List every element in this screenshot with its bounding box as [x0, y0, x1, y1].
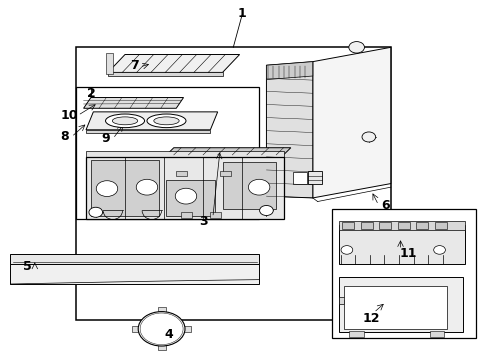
Bar	[158, 307, 165, 313]
Polygon shape	[338, 297, 351, 304]
Ellipse shape	[105, 114, 144, 128]
Text: 12: 12	[362, 311, 379, 325]
Polygon shape	[86, 157, 283, 220]
Bar	[397, 222, 409, 229]
Polygon shape	[108, 54, 239, 72]
Bar	[222, 162, 276, 209]
Bar	[183, 326, 190, 332]
Polygon shape	[105, 53, 113, 74]
Polygon shape	[10, 264, 259, 284]
Circle shape	[138, 312, 184, 346]
Text: 7: 7	[130, 59, 139, 72]
Circle shape	[340, 246, 352, 254]
Bar	[348, 331, 363, 337]
Bar	[166, 180, 215, 216]
Circle shape	[175, 188, 196, 204]
Polygon shape	[166, 148, 290, 155]
Bar	[341, 222, 353, 229]
Ellipse shape	[147, 114, 185, 128]
Circle shape	[89, 207, 102, 217]
Circle shape	[136, 179, 158, 195]
Text: 3: 3	[198, 215, 207, 228]
Text: 8: 8	[60, 130, 68, 144]
Circle shape	[96, 181, 118, 197]
Bar	[378, 222, 390, 229]
Bar	[338, 277, 462, 332]
Circle shape	[140, 313, 183, 345]
Bar	[360, 222, 372, 229]
Text: 9: 9	[101, 132, 110, 145]
Bar	[158, 345, 165, 350]
Text: 10: 10	[60, 109, 78, 122]
Text: 6: 6	[381, 199, 389, 212]
Circle shape	[259, 206, 273, 216]
Text: 4: 4	[164, 328, 173, 341]
Ellipse shape	[112, 117, 138, 125]
Bar	[338, 221, 465, 230]
Bar	[344, 286, 446, 329]
Polygon shape	[83, 98, 183, 108]
Bar	[331, 209, 475, 338]
Bar	[181, 212, 191, 218]
Text: 2: 2	[86, 87, 95, 100]
Bar	[220, 171, 230, 176]
Polygon shape	[266, 62, 312, 80]
Polygon shape	[86, 130, 210, 134]
Ellipse shape	[154, 117, 179, 125]
Circle shape	[248, 179, 269, 195]
Polygon shape	[86, 112, 217, 130]
Bar	[76, 47, 390, 320]
Text: 5: 5	[23, 260, 32, 273]
Polygon shape	[108, 72, 222, 76]
Polygon shape	[10, 253, 259, 264]
Circle shape	[348, 41, 364, 53]
Bar	[434, 222, 446, 229]
Circle shape	[433, 246, 445, 254]
Circle shape	[152, 321, 171, 336]
Bar	[210, 212, 221, 218]
Bar	[429, 331, 444, 337]
Text: 1: 1	[237, 7, 246, 20]
Polygon shape	[266, 62, 312, 198]
Bar	[293, 172, 306, 184]
Bar	[338, 225, 465, 264]
Polygon shape	[86, 151, 283, 157]
Polygon shape	[419, 297, 432, 304]
Bar	[176, 171, 186, 176]
Bar	[307, 171, 321, 184]
Bar	[415, 222, 427, 229]
Text: 11: 11	[398, 247, 416, 260]
Bar	[76, 87, 259, 220]
Bar	[132, 326, 140, 332]
Circle shape	[361, 132, 375, 142]
Bar	[91, 160, 159, 216]
Polygon shape	[312, 47, 390, 198]
